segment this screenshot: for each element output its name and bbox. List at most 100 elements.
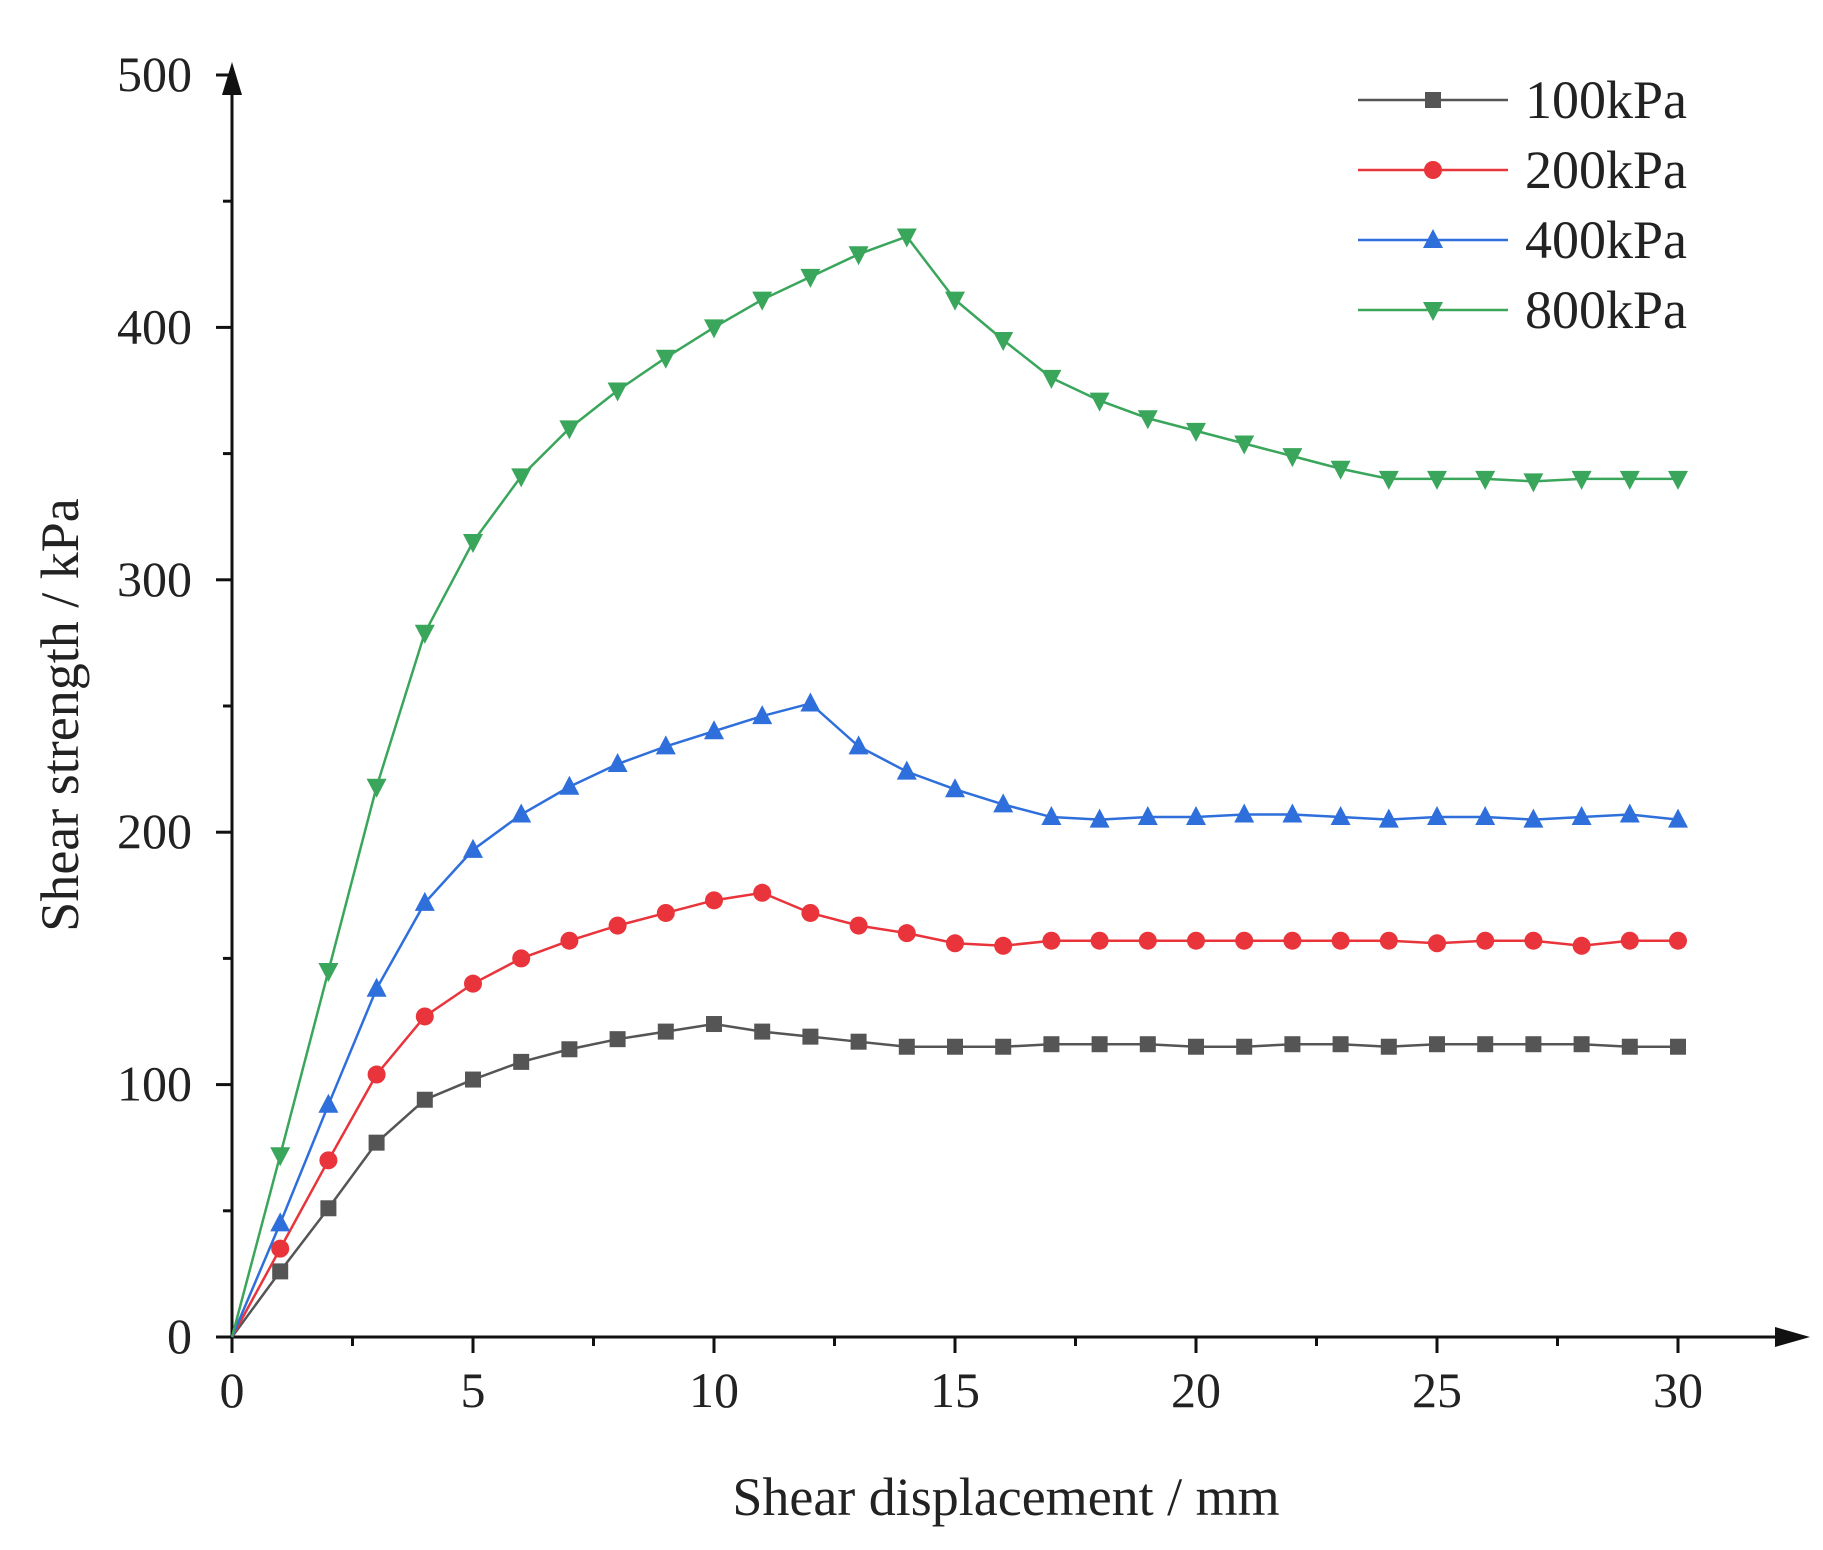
data-point xyxy=(607,753,628,773)
data-point xyxy=(270,1147,291,1167)
series-100kPa xyxy=(230,1016,1686,1338)
data-point xyxy=(1283,931,1302,950)
data-point xyxy=(1235,931,1254,950)
data-point xyxy=(512,949,531,968)
x-tick-label: 5 xyxy=(461,1362,486,1418)
data-point xyxy=(607,382,628,402)
data-point xyxy=(657,1023,674,1040)
legend-item: 100kPa xyxy=(1358,70,1687,130)
data-point xyxy=(1670,1038,1686,1055)
data-point xyxy=(1090,931,1109,950)
data-point xyxy=(1619,803,1640,823)
data-point xyxy=(513,1053,530,1070)
data-point xyxy=(559,775,580,795)
y-tick-label: 400 xyxy=(117,298,192,354)
data-point xyxy=(414,624,435,644)
y-tick-labels: 0 100 200 300 400 500 xyxy=(117,46,192,1364)
legend-label: 200kPa xyxy=(1525,140,1687,200)
y-axis-arrow xyxy=(222,62,242,95)
x-tick-label: 10 xyxy=(689,1362,739,1418)
data-point xyxy=(1427,806,1447,826)
data-point xyxy=(1330,806,1351,826)
series-layer xyxy=(230,228,1688,1338)
data-point xyxy=(1668,470,1688,490)
data-point xyxy=(414,891,435,911)
y-tick-label: 200 xyxy=(117,803,192,859)
data-point xyxy=(848,246,869,266)
data-point xyxy=(1234,435,1255,455)
data-point xyxy=(465,1071,481,1088)
data-point xyxy=(1378,808,1399,828)
data-point xyxy=(1429,1036,1445,1053)
data-point xyxy=(1428,934,1446,953)
x-axis-title: Shear displacement / mm xyxy=(732,1467,1279,1527)
data-point xyxy=(1475,470,1496,490)
x-axis-arrow xyxy=(1775,1327,1810,1347)
data-point xyxy=(1332,1036,1349,1053)
data-point xyxy=(1188,1038,1204,1055)
series-line xyxy=(230,1022,1678,1338)
data-point xyxy=(511,803,532,823)
data-point xyxy=(1137,410,1158,430)
data-point xyxy=(319,1151,338,1170)
data-point xyxy=(1138,931,1157,950)
data-point xyxy=(1282,448,1303,468)
series-line xyxy=(230,891,1678,1338)
data-point xyxy=(1186,806,1206,826)
data-point xyxy=(463,838,483,858)
data-point xyxy=(272,1263,289,1280)
data-point xyxy=(1619,470,1640,490)
data-point xyxy=(1091,1036,1108,1053)
data-point xyxy=(1427,470,1447,490)
x-tick-label: 20 xyxy=(1171,1362,1221,1418)
legend-swatch-marker xyxy=(1425,92,1441,108)
legend-item: 200kPa xyxy=(1358,140,1687,200)
data-point xyxy=(270,1212,291,1232)
data-point xyxy=(416,1091,433,1108)
data-point xyxy=(318,1093,339,1113)
data-point xyxy=(802,1028,819,1045)
data-point xyxy=(1187,931,1205,950)
legend-label: 100kPa xyxy=(1525,70,1687,130)
data-point xyxy=(463,533,483,553)
data-point xyxy=(1041,806,1062,826)
data-point xyxy=(655,349,676,369)
legend-swatch-marker xyxy=(1423,302,1443,321)
legend-swatch-marker xyxy=(1424,161,1442,179)
legend-item: 800kPa xyxy=(1358,280,1687,340)
x-axis: 0 5 10 15 20 25 30 xyxy=(220,1327,1810,1418)
legend-label: 400kPa xyxy=(1525,210,1687,270)
data-point xyxy=(1330,460,1351,480)
data-point xyxy=(993,793,1014,813)
data-point xyxy=(1236,1038,1253,1055)
data-point xyxy=(752,291,773,311)
data-point xyxy=(1043,1036,1060,1053)
y-tick-label: 500 xyxy=(117,46,192,102)
data-point xyxy=(849,916,868,935)
data-point xyxy=(1525,1036,1542,1053)
data-point xyxy=(1669,931,1687,950)
data-point xyxy=(1523,473,1544,493)
series-200kPa xyxy=(230,883,1687,1338)
data-point xyxy=(511,468,532,488)
x-tick-label: 25 xyxy=(1412,1362,1462,1418)
data-point xyxy=(1476,931,1495,950)
series-line xyxy=(230,702,1679,1338)
data-point xyxy=(994,936,1013,955)
series-400kPa xyxy=(230,692,1688,1338)
data-point xyxy=(1331,931,1350,950)
data-point xyxy=(897,924,916,943)
data-point xyxy=(945,778,965,798)
legend: 100kPa 200kPa 400kPa 800kPa xyxy=(1358,70,1687,340)
data-point xyxy=(318,963,339,983)
x-tick-label: 0 xyxy=(220,1362,245,1418)
data-point xyxy=(415,1007,434,1026)
data-point xyxy=(706,1016,722,1033)
x-tick-label: 15 xyxy=(930,1362,980,1418)
data-point xyxy=(1573,1036,1590,1053)
data-point xyxy=(655,735,676,755)
data-point xyxy=(1042,931,1061,950)
data-point xyxy=(1572,936,1591,955)
x-ticks xyxy=(230,1337,1680,1353)
